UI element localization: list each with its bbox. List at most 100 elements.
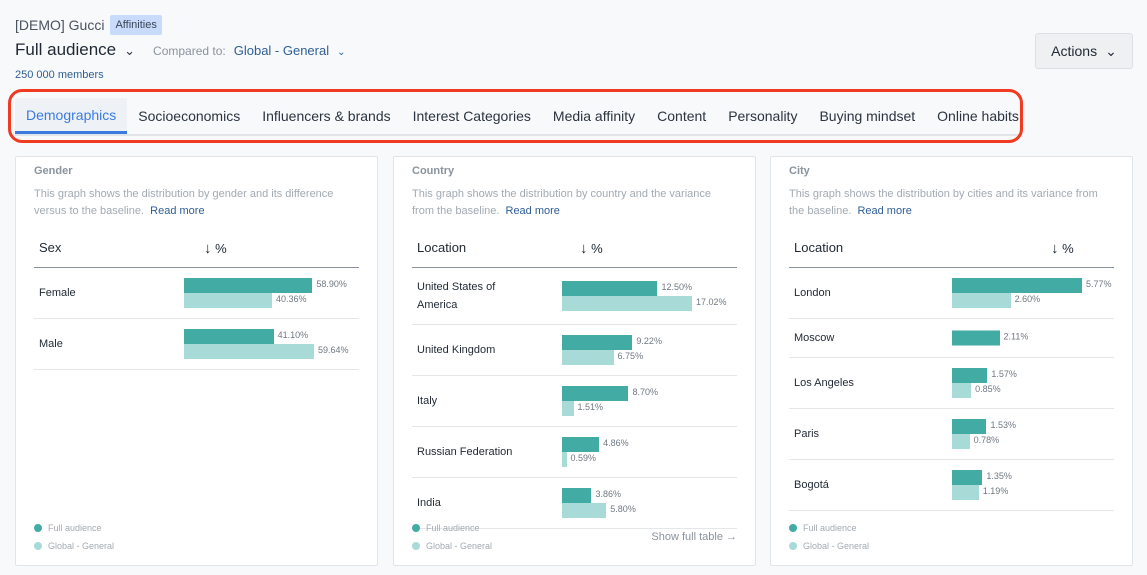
sort-column[interactable]: ↓ %	[580, 240, 603, 257]
full-audience-bar[interactable]: 1.35%	[952, 470, 1012, 485]
baseline-bar[interactable]: 1.19%	[952, 485, 1008, 500]
baseline-bar[interactable]: 0.85%	[952, 383, 1001, 398]
baseline-bar[interactable]: 0.78%	[952, 434, 999, 449]
full-audience-bar[interactable]: 3.86%	[562, 488, 621, 503]
description-text: This graph shows the distribution by gen…	[34, 188, 334, 217]
card-description: This graph shows the distribution by cou…	[412, 186, 732, 220]
full-audience-bar[interactable]: 41.10%	[184, 329, 308, 344]
card-title: Gender	[34, 165, 73, 177]
read-more-link[interactable]: Read more	[505, 205, 560, 217]
table-row: United States of America 12.50% 17.02%	[412, 268, 737, 325]
baseline-dropdown[interactable]: Global - General	[233, 43, 330, 58]
full-audience-bar[interactable]: 2.11%	[952, 330, 1028, 346]
arrow-down-icon: ↓	[1051, 240, 1059, 257]
table-header: Location ↓ %	[789, 235, 1114, 268]
baseline-bar[interactable]: 17.02%	[562, 296, 727, 311]
legend-label: Full audience	[803, 523, 857, 533]
baseline-bar[interactable]: 1.51%	[562, 401, 603, 416]
row-label: Male	[39, 338, 63, 350]
read-more-link[interactable]: Read more	[857, 205, 912, 217]
full-audience-bar[interactable]: 1.57%	[952, 368, 1017, 383]
tab-personality[interactable]: Personality	[728, 108, 798, 124]
card-city: City This graph shows the distribution b…	[770, 156, 1133, 566]
tab-buying-mindset[interactable]: Buying mindset	[819, 108, 916, 124]
row-label: Moscow	[794, 332, 835, 344]
read-more-link[interactable]: Read more	[150, 205, 205, 217]
full-value: 4.86%	[603, 438, 629, 448]
table-row: India 3.86% 5.80%	[412, 478, 737, 529]
show-full-table-link[interactable]: Show full table →	[651, 531, 737, 543]
bar-group: 3.86% 5.80%	[562, 488, 636, 518]
arrow-down-icon: ↓	[204, 240, 212, 257]
full-audience-bar[interactable]: 5.77%	[952, 278, 1112, 293]
baseline-bar[interactable]: 0.59%	[562, 452, 596, 467]
brand: [DEMO] Gucci Affinities	[15, 15, 162, 35]
legend-dot	[34, 542, 42, 550]
members-count[interactable]: 250 000 members	[15, 69, 104, 81]
full-audience-bar[interactable]: 1.53%	[952, 419, 1016, 434]
legend-label: Global - General	[803, 541, 870, 551]
actions-button[interactable]: Actions ⌄	[1035, 33, 1133, 69]
card-title: City	[789, 165, 810, 177]
full-audience-bar[interactable]: 12.50%	[562, 281, 692, 296]
actions-label: Actions	[1051, 43, 1098, 59]
table-row: Paris 1.53% 0.78%	[789, 409, 1114, 460]
tab-online-habits[interactable]: Online habits	[937, 108, 1019, 124]
full-value: 3.86%	[595, 489, 621, 499]
legend-dot	[412, 524, 420, 532]
legend-full: Full audience	[412, 523, 480, 533]
row-label: Russian Federation	[417, 446, 513, 458]
full-audience-bar[interactable]: 8.70%	[562, 386, 658, 401]
card-title: Country	[412, 165, 455, 177]
sort-column[interactable]: ↓ %	[1051, 240, 1074, 257]
description-text: This graph shows the distribution by cit…	[789, 188, 1098, 217]
bar-group: 8.70% 1.51%	[562, 386, 658, 416]
tab-media-affinity[interactable]: Media affinity	[552, 108, 636, 124]
legend-baseline: Global - General	[412, 541, 492, 551]
legend-baseline: Global - General	[34, 541, 114, 551]
row-label: India	[417, 497, 441, 509]
percent-label: %	[591, 241, 603, 256]
baseline-value: 59.64%	[318, 345, 349, 355]
table-row: Male 41.10% 59.64%	[34, 319, 359, 370]
card-description: This graph shows the distribution by gen…	[34, 186, 354, 220]
brand-name: [DEMO] Gucci	[15, 17, 105, 33]
baseline-bar[interactable]: 59.64%	[184, 344, 349, 359]
baseline-value: 1.19%	[982, 486, 1009, 496]
full-audience-bar[interactable]: 4.86%	[562, 437, 629, 452]
column-label: Location	[794, 240, 844, 255]
baseline-bar[interactable]: 5.80%	[562, 503, 636, 518]
chevron-down-icon[interactable]: ⌄	[124, 43, 136, 58]
table-row: Female 58.90% 40.36%	[34, 268, 359, 319]
tab-demographics[interactable]: Demographics	[15, 98, 128, 134]
tab-content[interactable]: Content	[657, 108, 707, 124]
full-value: 2.11%	[1003, 331, 1029, 342]
full-value: 1.35%	[986, 471, 1012, 481]
tab-interest-categories[interactable]: Interest Categories	[412, 108, 531, 124]
baseline-bar[interactable]: 2.60%	[952, 293, 1040, 308]
baseline-value: 5.80%	[610, 504, 636, 514]
full-value: 41.10%	[277, 330, 309, 340]
table-row: Italy 8.70% 1.51%	[412, 376, 737, 427]
baseline-value: 6.75%	[617, 351, 644, 361]
legend-baseline: Global - General	[789, 541, 869, 551]
tab-socioeconomics[interactable]: Socioeconomics	[138, 108, 241, 124]
bar-group: 12.50% 17.02%	[562, 281, 727, 311]
card-gender: Gender This graph shows the distribution…	[15, 156, 378, 566]
chevron-down-icon[interactable]: ⌄	[337, 47, 346, 58]
legend-label: Full audience	[426, 523, 480, 533]
bar-group: 58.90% 40.36%	[184, 278, 347, 308]
tab-influencers-brands[interactable]: Influencers & brands	[262, 108, 391, 124]
baseline-bar[interactable]: 40.36%	[184, 293, 307, 308]
audience-dropdown[interactable]: Full audience	[15, 40, 117, 59]
full-audience-bar[interactable]: 58.90%	[184, 278, 347, 293]
tabs-highlight	[8, 89, 1023, 143]
sort-column[interactable]: ↓ %	[204, 240, 227, 257]
baseline-bar[interactable]: 6.75%	[562, 350, 643, 365]
table-row: London 5.77% 2.60%	[789, 268, 1114, 319]
arrow-down-icon: ↓	[580, 240, 588, 257]
full-audience-bar[interactable]: 9.22%	[562, 335, 662, 350]
legend-full: Full audience	[34, 523, 102, 533]
baseline-value: 0.59%	[570, 453, 597, 463]
legend-dot	[412, 542, 420, 550]
